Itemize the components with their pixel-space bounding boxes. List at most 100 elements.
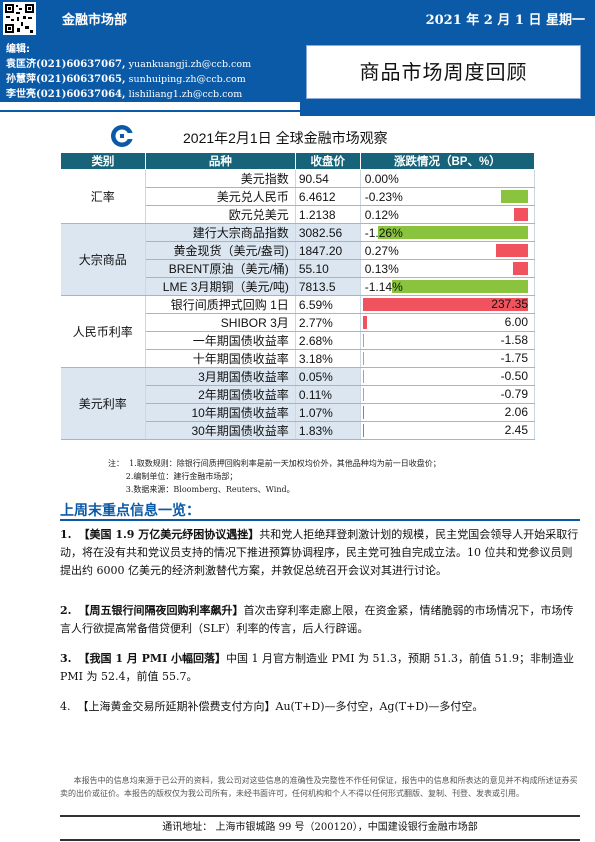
change-cell: 0.27%: [360, 241, 536, 260]
editor-row: 李世亮(021)60637064, lishiliang1.zh@ccb.com: [6, 85, 242, 100]
qr-code-icon: [3, 2, 36, 35]
column-header: 收盘价: [294, 152, 361, 170]
change-cell: -0.23%: [360, 187, 536, 206]
editor-row: 袁匡济(021)60637067, yuankuangji.zh@ccb.com: [6, 55, 251, 70]
editor-email[interactable]: yuankuangji.zh@ccb.com: [128, 59, 252, 70]
instrument-name: BRENT原油（美元/桶): [145, 259, 296, 278]
news-number: 2.: [60, 604, 72, 617]
table-row: SHIBOR 3月 2.77% 6.00: [61, 313, 536, 332]
change-bar-up: [362, 406, 365, 419]
change-value: -1.75: [500, 351, 528, 365]
news-body: 首次击穿利率走廊上限，在资金紧，情绪脆弱的市场情况下，市场传言人行欲提高常备借贷…: [60, 604, 574, 635]
disclaimer: 本报告中的信息均来源于已公开的资料，我公司对这些信息的准确性及完整性不作任何保证…: [60, 776, 578, 798]
instrument-name: LME 3月期铜（美元/吨): [145, 277, 296, 296]
category-cell: 人民币利率: [60, 295, 146, 368]
news-number: 1.: [60, 528, 72, 541]
close-value: 2.77%: [295, 313, 361, 332]
change-cell: -1.26%: [360, 223, 536, 242]
table-row: 一年期国债收益率 2.68% -1.58: [61, 331, 536, 350]
table-row: 十年期国债收益率 3.18% -1.75: [61, 349, 536, 368]
column-header: 类别: [60, 152, 146, 170]
change-cell: 6.00: [360, 313, 536, 332]
close-value: 6.59%: [295, 295, 361, 314]
header-divider: [0, 110, 595, 112]
change-cell: 237.35: [360, 295, 536, 314]
change-bar-up: [362, 316, 367, 329]
close-value: 90.54: [295, 169, 361, 188]
change-bar-up: [362, 298, 528, 311]
report-title-box: 商品市场周度回顾: [306, 45, 581, 99]
table-header-row: 类别 品种 收盘价 涨跌情况（BP、%）: [60, 152, 536, 170]
news-headline: 【上海黄金交易所延期补偿费支付方向】: [77, 700, 276, 713]
table-row: 10年期国债收益率 1.07% 2.06: [61, 403, 536, 422]
news-headline: 【美国 1.9 万亿美元纾困协议遇挫】: [78, 528, 260, 541]
market-table: 类别 品种 收盘价 涨跌情况（BP、%） 汇率 美元指数 90.54 0.00% 美元兑…: [60, 152, 536, 440]
change-cell: -1.58: [360, 331, 536, 350]
change-value: 237.35: [491, 297, 528, 311]
news-headline: 【周五银行间隔夜回购利率飙升】: [78, 604, 244, 617]
table-row: 美元利率 3月期国债收益率 0.05% -0.50: [60, 367, 536, 440]
news-item: 1. 【美国 1.9 万亿美元纾困协议遇挫】共和党人拒绝拜登刺激计划的规模，民主…: [60, 526, 580, 580]
editor-name: 袁匡济: [6, 59, 36, 70]
close-value: 7813.5: [295, 277, 361, 296]
instrument-name: 美元指数: [145, 169, 296, 188]
department-name: 金融市场部: [62, 13, 128, 28]
close-value: 6.4612: [295, 187, 361, 206]
report-date: 2021 年 2 月 1 日 星期一: [425, 13, 585, 28]
editor-name: 李世亮: [6, 89, 36, 100]
change-value: 0.13%: [364, 261, 399, 276]
change-value: -1.58: [500, 333, 528, 347]
table-row: 美元兑人民币 6.4612 -0.23%: [61, 187, 536, 206]
news-body: 共和党人拒绝拜登刺激计划的规模，民主党国会领导人开始采取行动，将在没有共和党议员…: [60, 528, 579, 577]
news-item: 2. 【周五银行间隔夜回购利率飙升】首次击穿利率走廊上限，在资金紧，情绪脆弱的市…: [60, 602, 580, 638]
change-bar-down: [362, 352, 365, 365]
change-cell: -0.79: [360, 385, 536, 404]
instrument-name: 欧元兑美元: [145, 205, 296, 224]
instrument-name: 黄金现货（美元/盎司): [145, 241, 296, 260]
instrument-name: 建行大宗商品指数: [145, 223, 296, 242]
change-value: 0.00%: [364, 171, 399, 186]
change-value: -0.79: [500, 387, 528, 401]
table-row: LME 3月期铜（美元/吨) 7813.5 -1.14%: [61, 277, 536, 296]
table-row: 30年期国债收益率 1.83% 2.45: [61, 421, 536, 440]
close-value: 1.83%: [295, 421, 361, 440]
news-item: 4. 【上海黄金交易所延期补偿费支付方向】Au(T+D)—多付空，Ag(T+D)…: [60, 698, 580, 716]
editor-row: 孙慧萍(021)60637065, sunhuiping.zh@ccb.com: [6, 70, 246, 85]
news-number: 3.: [60, 652, 72, 665]
change-value: 0.12%: [364, 207, 399, 222]
close-value: 1847.20: [295, 241, 361, 260]
change-bar-up: [512, 262, 528, 275]
change-bar-up: [513, 208, 528, 221]
close-value: 0.11%: [295, 385, 361, 404]
change-value: -0.23%: [364, 189, 403, 204]
change-cell: 0.12%: [360, 205, 536, 224]
category-cell: 美元利率: [60, 367, 146, 440]
instrument-name: 银行间质押式回购 1日: [145, 295, 296, 314]
note-line: 注： 1.取数规则：除银行间质押回购利率是前一天加权均价外，其他品种均为前一日收…: [108, 459, 441, 468]
note-line: 3.数据来源：Bloomberg、Reuters、Wind。: [108, 485, 295, 494]
editor-email[interactable]: lishiliang1.zh@ccb.com: [128, 89, 243, 100]
change-bar-down: [378, 226, 528, 239]
change-value: -0.50: [500, 369, 528, 383]
column-header: 涨跌情况（BP、%）: [359, 152, 536, 170]
table-row: 欧元兑美元 1.2138 0.12%: [61, 205, 536, 224]
close-value: 3.18%: [295, 349, 361, 368]
news-item: 3. 【我国 1 月 PMI 小幅回落】中国 1 月官方制造业 PMI 为 51…: [60, 650, 580, 686]
change-value: 2.45: [504, 423, 528, 437]
section-heading: 上周末重点信息一览：: [60, 503, 200, 519]
change-value: 6.00: [504, 315, 528, 329]
column-header: 品种: [144, 152, 296, 170]
footer-address: 通讯地址： 上海市银城路 99 号（200120），中国建设银行金融市场部: [60, 815, 580, 841]
change-value: 0.27%: [364, 243, 399, 258]
close-value: 1.2138: [295, 205, 361, 224]
change-bar-down: [500, 190, 528, 203]
change-cell: 0.13%: [360, 259, 536, 278]
editors-label: 编辑:: [6, 44, 30, 55]
close-value: 3082.56: [295, 223, 361, 242]
bank-logo-icon: [110, 124, 134, 148]
editors-panel: [0, 36, 300, 102]
change-bar-down: [362, 388, 365, 401]
category-cell: 汇率: [60, 169, 146, 224]
editor-email[interactable]: sunhuiping.zh@ccb.com: [128, 74, 246, 85]
change-cell: -1.14%: [360, 277, 536, 296]
